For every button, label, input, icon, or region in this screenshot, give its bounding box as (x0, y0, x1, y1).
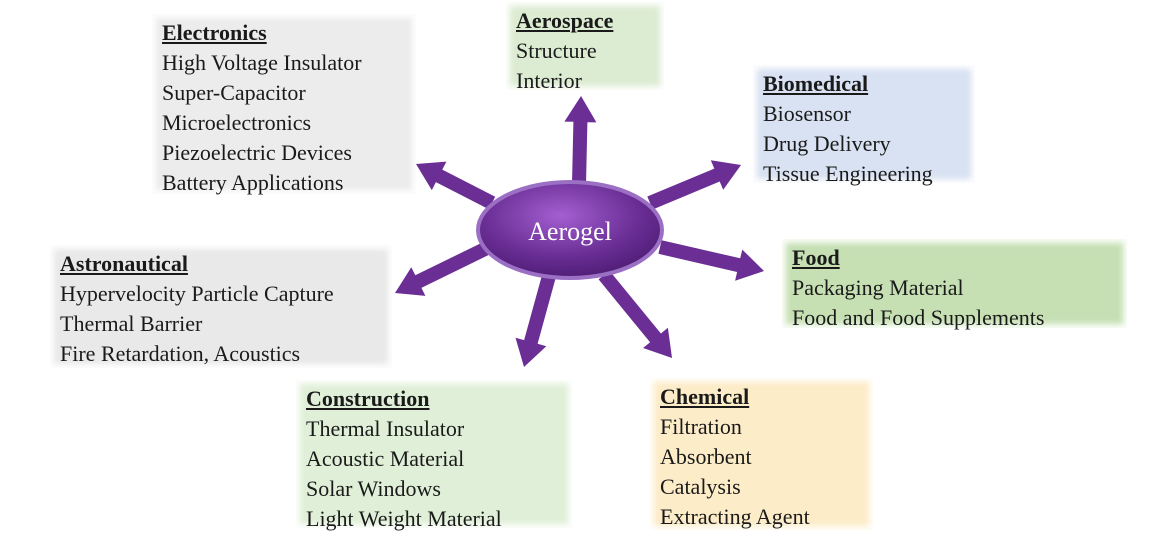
arrow-to-aerospace (564, 96, 597, 185)
arrow-to-chemical (598, 270, 672, 358)
category-title: Chemical (660, 384, 750, 409)
category-item: Light Weight Material (306, 506, 502, 531)
category-item: Drug Delivery (763, 131, 891, 156)
category-item: Microelectronics (162, 110, 312, 135)
arrow-to-food (658, 240, 764, 281)
category-title: Biomedical (763, 71, 869, 96)
category-title: Electronics (162, 20, 267, 45)
arrow-to-biomedical (647, 160, 741, 210)
category-construction: Construction Thermal Insulator Acoustic … (296, 380, 572, 531)
arrow-to-construction (515, 274, 556, 367)
category-item: Food and Food Supplements (792, 305, 1045, 330)
category-item: Battery Applications (162, 170, 344, 195)
arrow-to-electronics (416, 161, 496, 210)
hub-label: Aerogel (528, 217, 612, 246)
category-aerospace: Aerospace Structure Interior (506, 2, 664, 93)
category-item: Acoustic Material (306, 446, 465, 471)
category-title: Food (792, 245, 840, 270)
category-item: High Voltage Insulator (162, 50, 362, 75)
category-item: Extracting Agent (660, 504, 810, 529)
category-item: Filtration (660, 414, 742, 439)
category-item: Packaging Material (792, 275, 964, 300)
category-title: Construction (306, 386, 430, 411)
category-item: Absorbent (660, 444, 752, 469)
category-title: Astronautical (60, 251, 188, 276)
category-item: Catalysis (660, 474, 741, 499)
category-chemical: Chemical Filtration Absorbent Catalysis … (650, 378, 873, 530)
category-food: Food Packaging Material Food and Food Su… (782, 239, 1127, 330)
category-item: Tissue Engineering (763, 161, 933, 186)
category-item: Fire Retardation, Acoustics (60, 341, 301, 366)
category-biomedical: Biomedical Biosensor Drug Delivery Tissu… (753, 65, 975, 186)
category-item: Thermal Barrier (60, 311, 203, 336)
category-item: Biosensor (763, 101, 851, 126)
category-item: Hypervelocity Particle Capture (60, 281, 334, 306)
category-item: Super-Capacitor (162, 80, 306, 105)
category-item: Solar Windows (306, 476, 441, 501)
category-item: Thermal Insulator (306, 416, 465, 441)
aerogel-hub (476, 180, 664, 280)
category-astronautical: Astronautical Hypervelocity Particle Cap… (50, 245, 392, 368)
arrow-to-astronautical (395, 241, 491, 296)
category-title: Aerospace (516, 8, 614, 33)
category-item: Interior (516, 68, 582, 93)
category-item: Piezoelectric Devices (162, 140, 352, 165)
category-electronics: Electronics High Voltage Insulator Super… (152, 14, 416, 195)
arrow-group (395, 96, 764, 367)
category-item: Structure (516, 38, 597, 63)
